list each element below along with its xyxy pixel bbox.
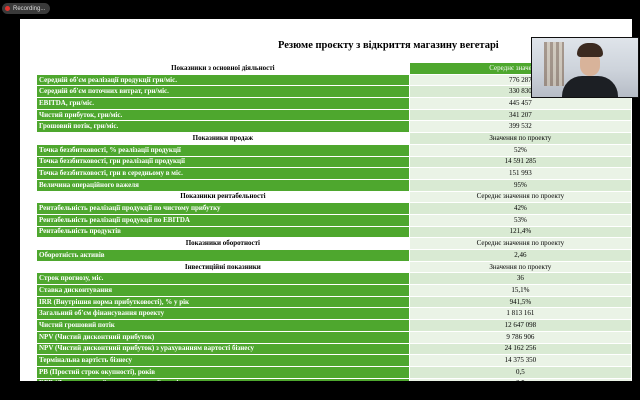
indicator-label: Чистий прибуток, грн/міс. bbox=[36, 108, 410, 122]
section-header-label: Показники продаж bbox=[36, 132, 410, 145]
indicator-value: 445 457 bbox=[408, 97, 632, 110]
indicator-value: 341 207 bbox=[408, 108, 632, 122]
table-row: Рентабельність продуктів 121,4% bbox=[36, 225, 632, 239]
indicator-label: Середній об'єм реалізації продукції грн/… bbox=[36, 73, 410, 87]
indicator-value: 14 375 350 bbox=[408, 354, 632, 367]
indicator-value: 95% bbox=[408, 178, 632, 192]
indicator-label: EBITDA, грн/міс. bbox=[36, 97, 410, 110]
section-header-row: Показники рентабельності Середнє значення… bbox=[36, 190, 632, 204]
webcam-background-shelf bbox=[544, 42, 564, 86]
section-header-row: Показники продаж Значення по проекту bbox=[36, 132, 632, 145]
indicator-value: 9 786 906 bbox=[408, 330, 632, 344]
recording-indicator[interactable]: Recording... bbox=[2, 3, 51, 14]
indicator-label: Оборотність активів bbox=[36, 249, 410, 262]
indicator-label: Величина операційного важеля bbox=[36, 178, 410, 192]
indicator-value: 399 532 bbox=[408, 120, 632, 134]
table-row: PB (Простий строк окупності), років 0,5 bbox=[36, 365, 632, 379]
indicator-value: 121,4% bbox=[408, 225, 632, 239]
indicator-value: 15,1% bbox=[408, 284, 632, 297]
section-header-label: Інвестиційні показники bbox=[36, 260, 410, 274]
indicator-label: NPV (Чистий дисконтний прибуток) bbox=[36, 330, 410, 344]
section-header-label: Показники з основної діяльності bbox=[36, 62, 410, 75]
table-row: Рентабельність реалізації продукції по E… bbox=[36, 213, 632, 227]
indicator-label: Термінальна вартість бізнесу bbox=[36, 354, 410, 367]
table-row: IRR (Внутрішня норма прибутковості), % у… bbox=[36, 295, 632, 309]
indicator-value: 42% bbox=[408, 202, 632, 215]
indicator-label: Загальний об'єм фінансування проекту bbox=[36, 307, 410, 321]
indicator-label: Грошовий потік, грн/міс. bbox=[36, 120, 410, 134]
table-row: Рентабельність реалізації продукції по ч… bbox=[36, 202, 632, 215]
indicator-label: Рентабельність реалізації продукції по ч… bbox=[36, 202, 410, 215]
indicator-label: NPV (Чистий дисконтний прибуток) з ураху… bbox=[36, 342, 410, 356]
table-row: Грошовий потік, грн/міс. 399 532 bbox=[36, 120, 632, 134]
indicator-value: 14 591 285 bbox=[408, 155, 632, 169]
recording-dot-icon bbox=[5, 6, 10, 11]
webcam-thumbnail[interactable] bbox=[531, 37, 639, 98]
indicator-value: 36 bbox=[408, 272, 632, 286]
table-row: Величина операційного важеля 95% bbox=[36, 178, 632, 192]
indicator-value: 0,5 bbox=[408, 377, 632, 381]
indicator-value: 24 162 256 bbox=[408, 342, 632, 356]
webcam-person-body bbox=[562, 76, 618, 97]
indicator-label: Точка беззбитковості, грн в середньому в… bbox=[36, 167, 410, 180]
table-row: Точка беззбитковості, грн реалізації про… bbox=[36, 155, 632, 169]
section-header-row: Інвестиційні показники Значення по проект… bbox=[36, 260, 632, 274]
table-row: NPV (Чистий дисконтний прибуток) 9 786 90… bbox=[36, 330, 632, 344]
indicator-label: Чистий грошовий потік bbox=[36, 319, 410, 332]
indicator-label: Рентабельність продуктів bbox=[36, 225, 410, 239]
table-row: Чистий прибуток, грн/міс. 341 207 bbox=[36, 108, 632, 122]
indicator-label: Рентабельність реалізації продукції по E… bbox=[36, 213, 410, 227]
table-row: DPB (Дисконтований строк окупності), рок… bbox=[36, 377, 632, 381]
recording-label: Recording... bbox=[13, 5, 46, 12]
indicator-value: 151 993 bbox=[408, 167, 632, 180]
table-row: Точка беззбитковості, % реалізації проду… bbox=[36, 143, 632, 157]
indicator-value: 941,5% bbox=[408, 295, 632, 309]
indicator-label: IRR (Внутрішня норма прибутковості), % у… bbox=[36, 295, 410, 309]
table-row: Загальний об'єм фінансування проекту 1 81… bbox=[36, 307, 632, 321]
section-header-label: Показники оборотності bbox=[36, 237, 410, 250]
indicator-value: 1 813 161 bbox=[408, 307, 632, 321]
table-row: Ставка дисконтування 15,1% bbox=[36, 284, 632, 297]
indicator-label: Строк прогнозу, міс. bbox=[36, 272, 410, 286]
section-header-value: Значення по проекту bbox=[408, 260, 632, 274]
summary-table: Показники з основної діяльності Середнє з… bbox=[36, 62, 632, 381]
section-header-label: Показники рентабельності bbox=[36, 190, 410, 204]
indicator-label: DPB (Дисконтований строк окупності), рок… bbox=[36, 377, 410, 381]
table-row: Точка беззбитковості, грн в середньому в… bbox=[36, 167, 632, 180]
indicator-label: Точка беззбитковості, грн реалізації про… bbox=[36, 155, 410, 169]
section-header-row: Показники оборотності Середнє значення по… bbox=[36, 237, 632, 250]
section-header-value: Середнє значення по проекту bbox=[408, 237, 632, 250]
shared-slide: Резюме проєкту з відкриття магазину веге… bbox=[20, 19, 632, 381]
indicator-label: Точка беззбитковості, % реалізації проду… bbox=[36, 143, 410, 157]
indicator-value: 53% bbox=[408, 213, 632, 227]
slide-title: Резюме проєкту з відкриття магазину веге… bbox=[278, 40, 499, 51]
table-row: Термінальна вартість бізнесу 14 375 350 bbox=[36, 354, 632, 367]
table-row: EBITDA, грн/міс. 445 457 bbox=[36, 97, 632, 110]
indicator-value: 52% bbox=[408, 143, 632, 157]
table-row: Строк прогнозу, міс. 36 bbox=[36, 272, 632, 286]
table-row: Оборотність активів 2,46 bbox=[36, 249, 632, 262]
indicator-value: 2,46 bbox=[408, 249, 632, 262]
webcam-person-face bbox=[580, 52, 600, 76]
indicator-value: 0,5 bbox=[408, 365, 632, 379]
indicator-label: Середній об'єм поточних витрат, грн/міс. bbox=[36, 85, 410, 99]
indicator-value: 12 647 098 bbox=[408, 319, 632, 332]
section-header-value: Значення по проекту bbox=[408, 132, 632, 145]
section-header-value: Середнє значення по проекту bbox=[408, 190, 632, 204]
indicator-label: Ставка дисконтування bbox=[36, 284, 410, 297]
table-row: Чистий грошовий потік 12 647 098 bbox=[36, 319, 632, 332]
indicator-label: PB (Простий строк окупності), років bbox=[36, 365, 410, 379]
webcam-person-hair bbox=[577, 43, 603, 57]
table-row: NPV (Чистий дисконтний прибуток) з ураху… bbox=[36, 342, 632, 356]
